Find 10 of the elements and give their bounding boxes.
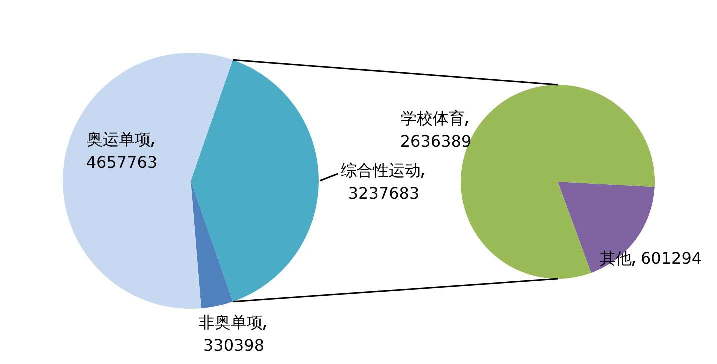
- data-label: 4657763: [86, 153, 158, 172]
- data-label: 330398: [203, 336, 265, 355]
- slice-label: 其他: [600, 249, 632, 268]
- data-label: 3237683: [348, 184, 420, 203]
- slice-label: 非奥单项: [199, 313, 263, 332]
- slice-label: 综合性运动: [341, 161, 421, 180]
- data-label: 601294: [641, 249, 702, 268]
- slice-label: 奥运单项: [87, 130, 151, 149]
- slice-label: 学校体育: [401, 109, 465, 128]
- data-label: 2636389: [400, 132, 472, 151]
